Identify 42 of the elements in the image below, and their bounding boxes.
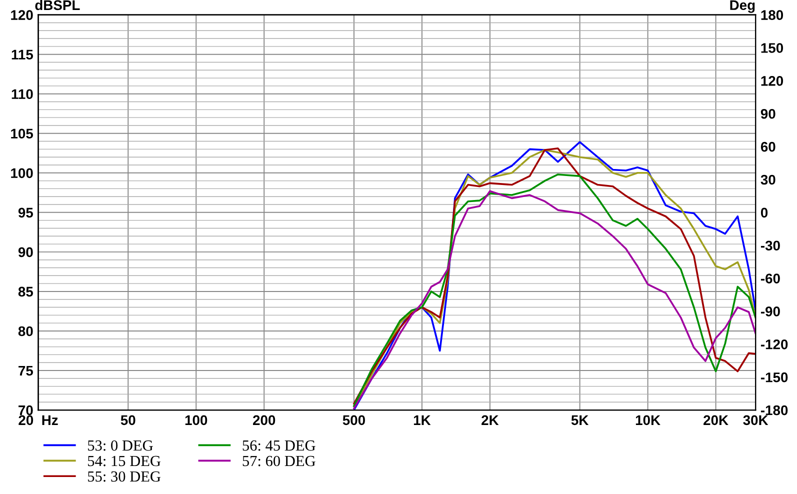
legend-label: 55: 30 DEG xyxy=(88,471,161,482)
y-tick-label: 75 xyxy=(18,366,34,376)
legend-label: 53: 0 DEG xyxy=(88,440,153,451)
y2-axis-title: Deg xyxy=(730,0,755,13)
y-tick-label: 100 xyxy=(11,168,33,178)
y2-tick-label: -180 xyxy=(760,405,788,416)
x-tick-label: 2K xyxy=(482,415,499,425)
x-tick-label: 20K xyxy=(704,415,728,426)
y2-tick-label: -150 xyxy=(760,372,788,382)
y-tick-label: 80 xyxy=(18,326,33,336)
y-tick-label: 115 xyxy=(12,50,34,60)
y2-tick-label: -30 xyxy=(760,240,780,251)
y-tick-label: 90 xyxy=(18,247,33,258)
y-axis-title: dBSPL xyxy=(35,0,80,10)
y2-tick-label: 30 xyxy=(760,174,776,185)
x-tick-label: 500 xyxy=(342,415,365,426)
y-tick-label: 70 xyxy=(18,405,33,416)
y2-tick-label: -60 xyxy=(760,274,780,284)
x-tick-label: 200 xyxy=(252,415,276,426)
y-tick-label: 95 xyxy=(18,208,34,218)
y2-tick-label: 0 xyxy=(760,208,768,218)
y2-tick-label: 150 xyxy=(761,43,784,53)
legend-label: 54: 15 DEG xyxy=(88,456,161,466)
y-tick-label: 105 xyxy=(11,128,34,139)
x-tick-label: 20 Hz xyxy=(18,415,58,426)
x-tick-label: 1K xyxy=(414,415,431,425)
y2-tick-label: 180 xyxy=(761,10,784,20)
x-tick-label: 5K xyxy=(571,415,589,426)
y2-tick-label: -90 xyxy=(760,306,780,316)
y-tick-label: 120 xyxy=(11,10,33,20)
y2-tick-label: -120 xyxy=(760,339,788,350)
legend-label: 57: 60 DEG xyxy=(242,456,316,466)
x-tick-label: 30K xyxy=(743,415,768,426)
legend-label: 56: 45 DEG xyxy=(242,440,316,451)
x-tick-label: 100 xyxy=(185,415,208,426)
y-tick-label: 85 xyxy=(18,286,34,297)
x-tick-label: 50 xyxy=(120,415,136,426)
y-tick-label: 110 xyxy=(12,89,33,100)
y2-tick-label: 60 xyxy=(760,142,776,152)
y2-tick-label: 90 xyxy=(760,108,776,119)
x-tick-label: 10K xyxy=(636,415,660,426)
y2-tick-label: 120 xyxy=(761,76,784,86)
